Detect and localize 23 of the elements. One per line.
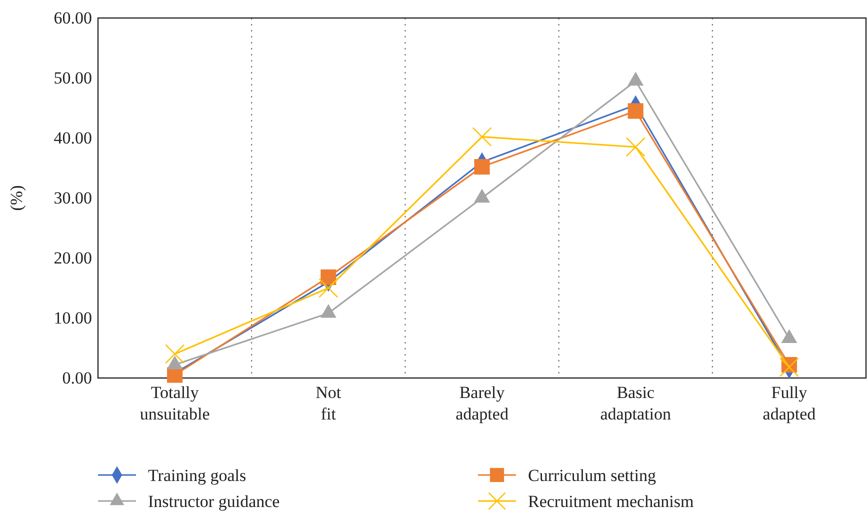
legend-label: Recruitment mechanism: [528, 492, 694, 511]
y-tick-label: 20.00: [54, 248, 92, 268]
x-tick-label: Barely adapted: [456, 383, 509, 424]
legend-label: Training goals: [148, 466, 246, 485]
y-tick-label: 10.00: [54, 308, 92, 328]
point: [626, 137, 646, 157]
y-axis-title: (%): [7, 185, 26, 211]
point: [474, 159, 490, 175]
point: [165, 344, 185, 364]
y-tick-label: 0.00: [62, 368, 92, 388]
point: [472, 127, 492, 147]
y-tick-label: 60.00: [54, 8, 92, 28]
y-tick-label: 40.00: [54, 128, 92, 148]
x-tick-label: Not fit: [316, 383, 342, 424]
x-tick-label: Totally unsuitable: [140, 383, 210, 424]
x-tick-label: Fully adapted: [762, 383, 816, 424]
x-tick-label: Basic adaptation: [600, 383, 672, 424]
point: [779, 357, 799, 377]
legend-label: Curriculum setting: [528, 466, 656, 485]
y-tick-label: 30.00: [54, 188, 92, 208]
point: [628, 103, 644, 119]
y-tick-label: 50.00: [54, 68, 92, 88]
legend-label: Instructor guidance: [148, 492, 280, 511]
